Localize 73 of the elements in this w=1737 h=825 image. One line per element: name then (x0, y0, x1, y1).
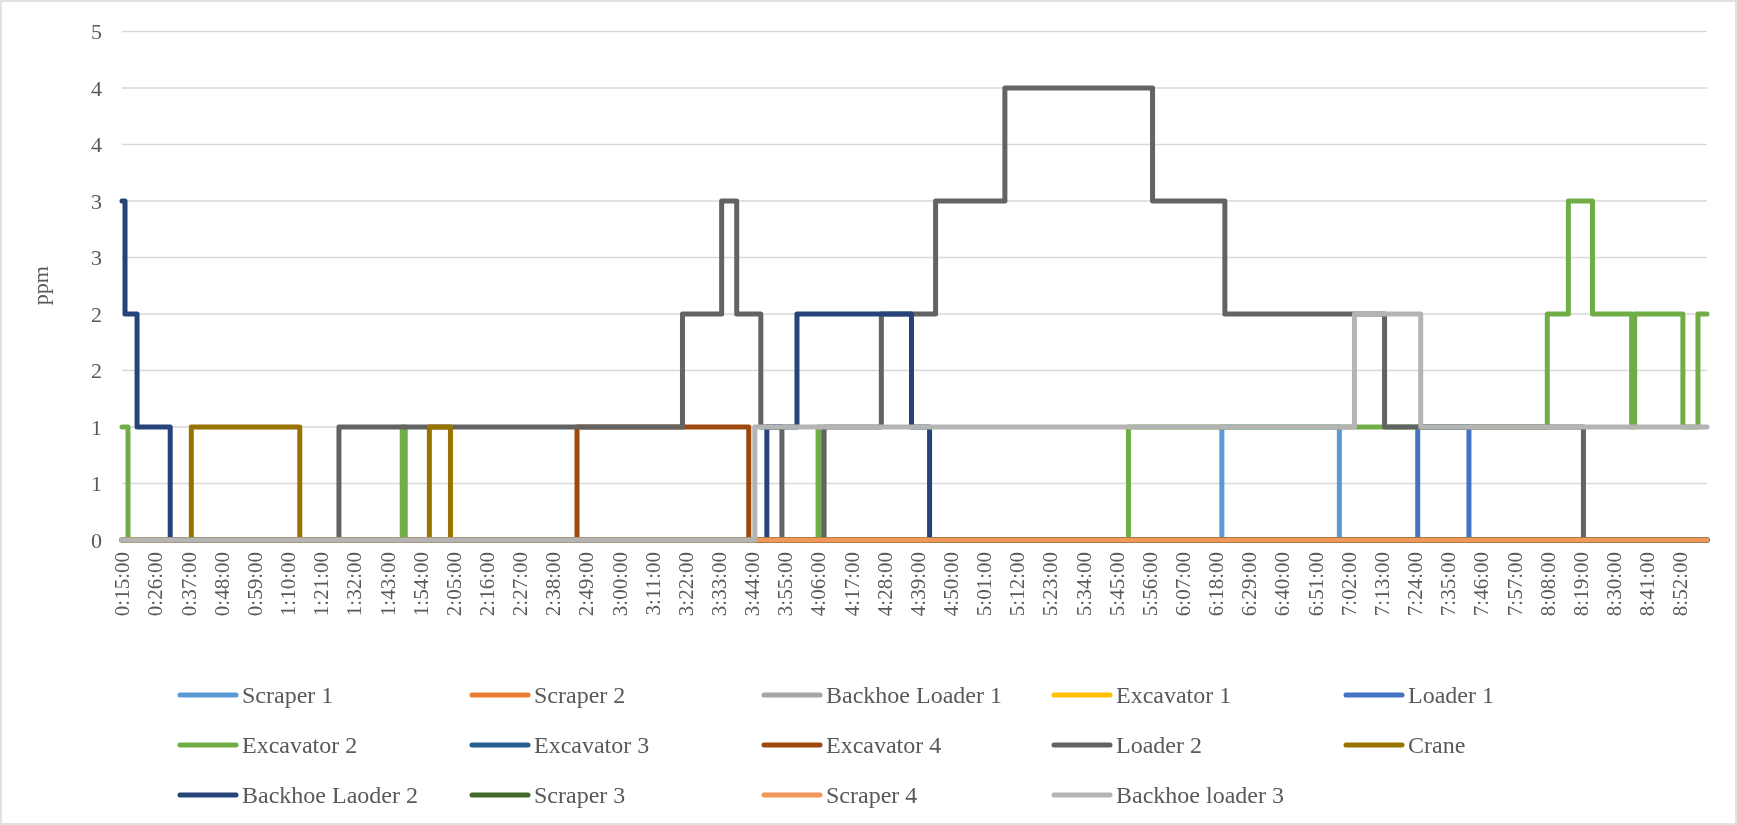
legend-label: Scraper 2 (534, 682, 626, 709)
x-tick-label: 3:55:00 (773, 552, 798, 617)
x-tick-label: 4:39:00 (905, 552, 930, 617)
legend-label: Scraper 1 (242, 682, 334, 709)
legend-label: Backhoe loader 3 (1116, 782, 1284, 809)
x-tick-label: 8:41:00 (1635, 552, 1660, 617)
x-tick-label: 0:26:00 (143, 552, 168, 617)
x-tick-label: 3:33:00 (706, 552, 731, 617)
legend-label: Excavator 1 (1116, 682, 1232, 709)
x-tick-label: 1:43:00 (375, 552, 400, 617)
legend-label: Crane (1408, 732, 1466, 759)
x-tick-label: 7:13:00 (1369, 552, 1394, 617)
x-tick-label: 5:01:00 (972, 552, 997, 617)
x-tick-label: 6:07:00 (1171, 552, 1196, 617)
x-tick-label: 5:12:00 (1005, 552, 1030, 617)
legend-label: Scraper 4 (826, 782, 918, 809)
x-tick-label: 4:17:00 (839, 552, 864, 617)
x-tick-label: 0:59:00 (242, 552, 267, 617)
x-tick-label: 7:35:00 (1436, 552, 1461, 617)
x-tick-label: 2:49:00 (574, 552, 599, 617)
legend-label: Excavator 3 (534, 732, 650, 759)
x-tick-label: 1:54:00 (408, 552, 433, 617)
x-tick-label: 2:05:00 (441, 552, 466, 617)
legend-label: Excavator 2 (242, 732, 358, 759)
y-tick-label: 4 (91, 132, 102, 158)
legend-label: Backhoe Laoder 2 (242, 782, 418, 809)
x-tick-label: 6:29:00 (1237, 552, 1262, 617)
y-tick-label: 2 (91, 358, 102, 384)
x-tick-label: 8:30:00 (1601, 552, 1626, 617)
x-tick-label: 0:15:00 (110, 552, 135, 617)
legend-label: Backhoe Loader 1 (826, 682, 1002, 709)
x-tick-label: 2:38:00 (541, 552, 566, 617)
x-tick-label: 0:48:00 (209, 552, 234, 617)
y-tick-label: 3 (91, 245, 102, 271)
legend-label: Scraper 3 (534, 782, 626, 809)
legend-label: Loader 2 (1116, 732, 1202, 759)
x-tick-label: 3:44:00 (740, 552, 765, 617)
x-tick-label: 5:34:00 (1071, 552, 1096, 617)
legend-label: Excavator 4 (826, 732, 942, 759)
x-tick-label: 8:08:00 (1535, 552, 1560, 617)
x-tick-label: 5:45:00 (1104, 552, 1129, 617)
x-tick-label: 1:21:00 (309, 552, 334, 617)
y-tick-label: 1 (91, 414, 102, 440)
x-tick-label: 3:00:00 (607, 552, 632, 617)
x-tick-label: 4:28:00 (872, 552, 897, 617)
legend-label: Loader 1 (1408, 682, 1494, 709)
y-tick-label: 1 (91, 471, 102, 497)
x-tick-label: 5:56:00 (1137, 552, 1162, 617)
y-tick-label: 4 (91, 75, 102, 101)
x-tick-label: 7:24:00 (1403, 552, 1428, 617)
x-tick-label: 4:06:00 (806, 552, 831, 617)
x-tick-label: 1:32:00 (342, 552, 367, 617)
y-tick-label: 3 (91, 188, 102, 214)
x-tick-label: 8:52:00 (1668, 552, 1693, 617)
x-tick-label: 7:46:00 (1469, 552, 1494, 617)
x-tick-label: 6:18:00 (1204, 552, 1229, 617)
x-tick-label: 2:16:00 (474, 552, 499, 617)
x-tick-label: 3:22:00 (673, 552, 698, 617)
x-tick-label: 5:23:00 (1038, 552, 1063, 617)
x-tick-label: 7:57:00 (1502, 552, 1527, 617)
x-tick-label: 0:37:00 (176, 552, 201, 617)
y-axis-title: ppm (28, 266, 53, 306)
x-tick-label: 1:10:00 (276, 552, 301, 617)
x-tick-label: 8:19:00 (1568, 552, 1593, 617)
y-tick-label: 0 (91, 527, 102, 553)
x-tick-label: 3:11:00 (640, 552, 665, 616)
x-tick-label: 6:40:00 (1270, 552, 1295, 617)
x-tick-label: 4:50:00 (939, 552, 963, 617)
x-tick-label: 2:27:00 (508, 552, 533, 617)
x-tick-label: 7:02:00 (1336, 552, 1361, 617)
x-tick-label: 6:51:00 (1303, 552, 1328, 617)
y-tick-label: 2 (91, 301, 102, 327)
y-tick-label: 5 (91, 19, 102, 45)
